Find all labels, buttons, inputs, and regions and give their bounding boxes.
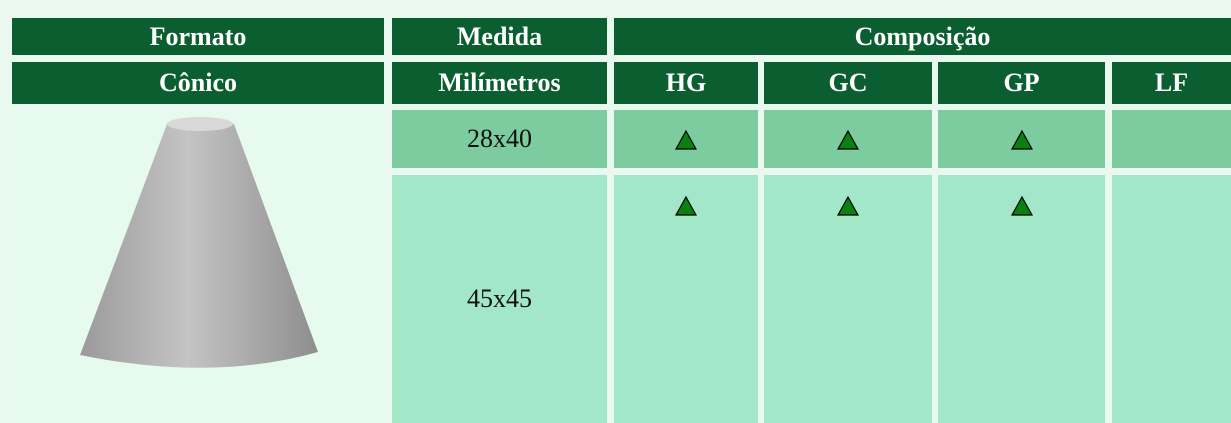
size-cell: 45x45 [392,175,607,423]
subheader-cell: GC [764,62,932,104]
subheader-cell: HG [614,62,758,104]
available-mark [674,195,698,217]
composition-cell [764,110,932,168]
cone-image [12,110,384,423]
available-mark [1010,129,1034,151]
image-cell [12,110,384,423]
composition-cell [614,175,758,423]
composition-cell [1112,175,1231,423]
available-mark [836,195,860,217]
available-mark [836,129,860,151]
composition-cell [938,110,1105,168]
composition-cell [614,110,758,168]
subheader-cell: GP [938,62,1105,104]
subheader-cell: Cônico [12,62,384,104]
subheader-cell: LF [1112,62,1231,104]
header-cell: Composição [614,18,1231,55]
size-cell: 28x40 [392,110,607,168]
available-mark [674,129,698,151]
header-cell: Formato [12,18,384,55]
composition-cell [764,175,932,423]
available-mark [1010,195,1034,217]
composition-cell [938,175,1105,423]
subheader-cell: Milímetros [392,62,607,104]
header-cell: Medida [392,18,607,55]
page: {"table": { "header": ["Formato", "Medid… [0,0,1231,423]
composition-cell [1112,110,1231,168]
